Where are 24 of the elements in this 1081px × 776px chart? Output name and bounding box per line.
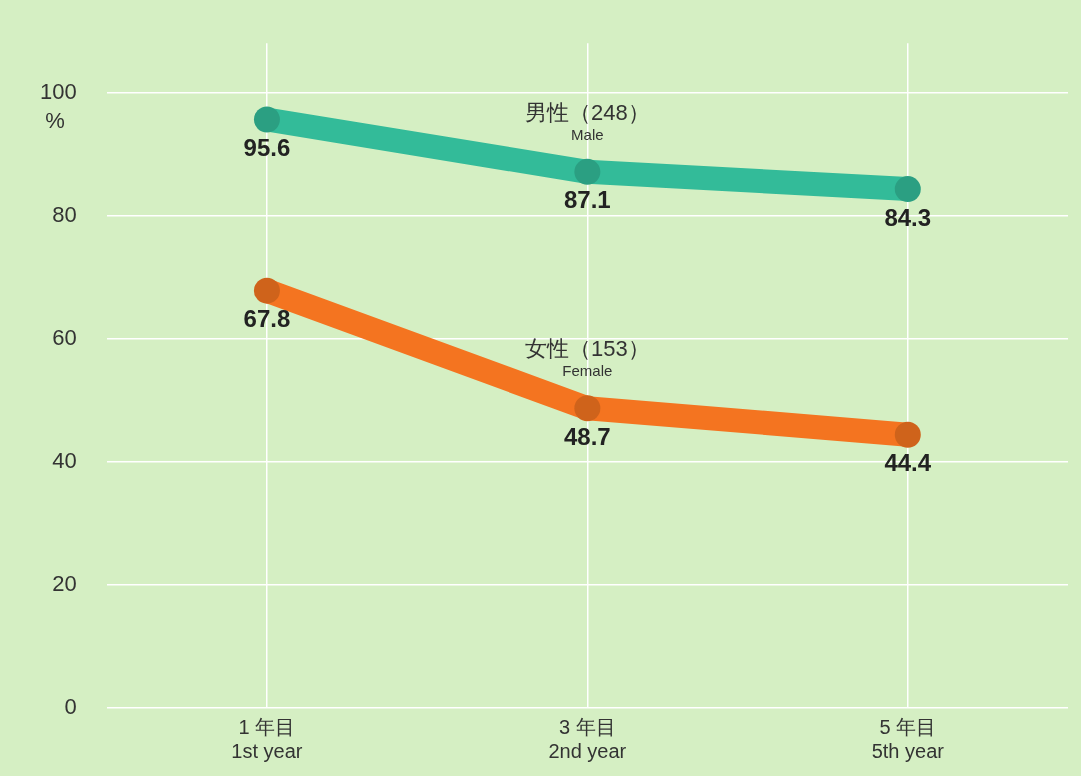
point [574, 395, 601, 422]
x-tick-label: 3 年目 2nd year [548, 715, 627, 762]
y-tick-label: 40 [52, 447, 77, 473]
data-label: 48.7 [563, 422, 611, 450]
x-tick-label: 5 年目 5th year [871, 715, 945, 762]
data-label: 87.1 [563, 186, 611, 214]
y-axis-title: % [45, 107, 65, 133]
y-tick-label: 20 [52, 570, 77, 596]
series-label: 男性（248） Male [524, 99, 650, 143]
data-label: 95.6 [243, 134, 291, 162]
data-label: 84.3 [884, 203, 932, 231]
y-tick-label: 0 [64, 694, 77, 720]
point [894, 176, 921, 203]
y-tick-label: 80 [52, 201, 77, 227]
data-label: 67.8 [243, 305, 291, 333]
point [253, 106, 280, 133]
point [574, 158, 601, 185]
series-label: 女性（153） Female [524, 336, 650, 380]
point [894, 421, 921, 448]
data-label: 44.4 [884, 449, 932, 477]
point [253, 277, 280, 304]
y-tick-label: 100 [39, 78, 77, 104]
x-tick-label: 1 年目 1st year [231, 715, 303, 762]
y-tick-label: 60 [52, 324, 77, 350]
